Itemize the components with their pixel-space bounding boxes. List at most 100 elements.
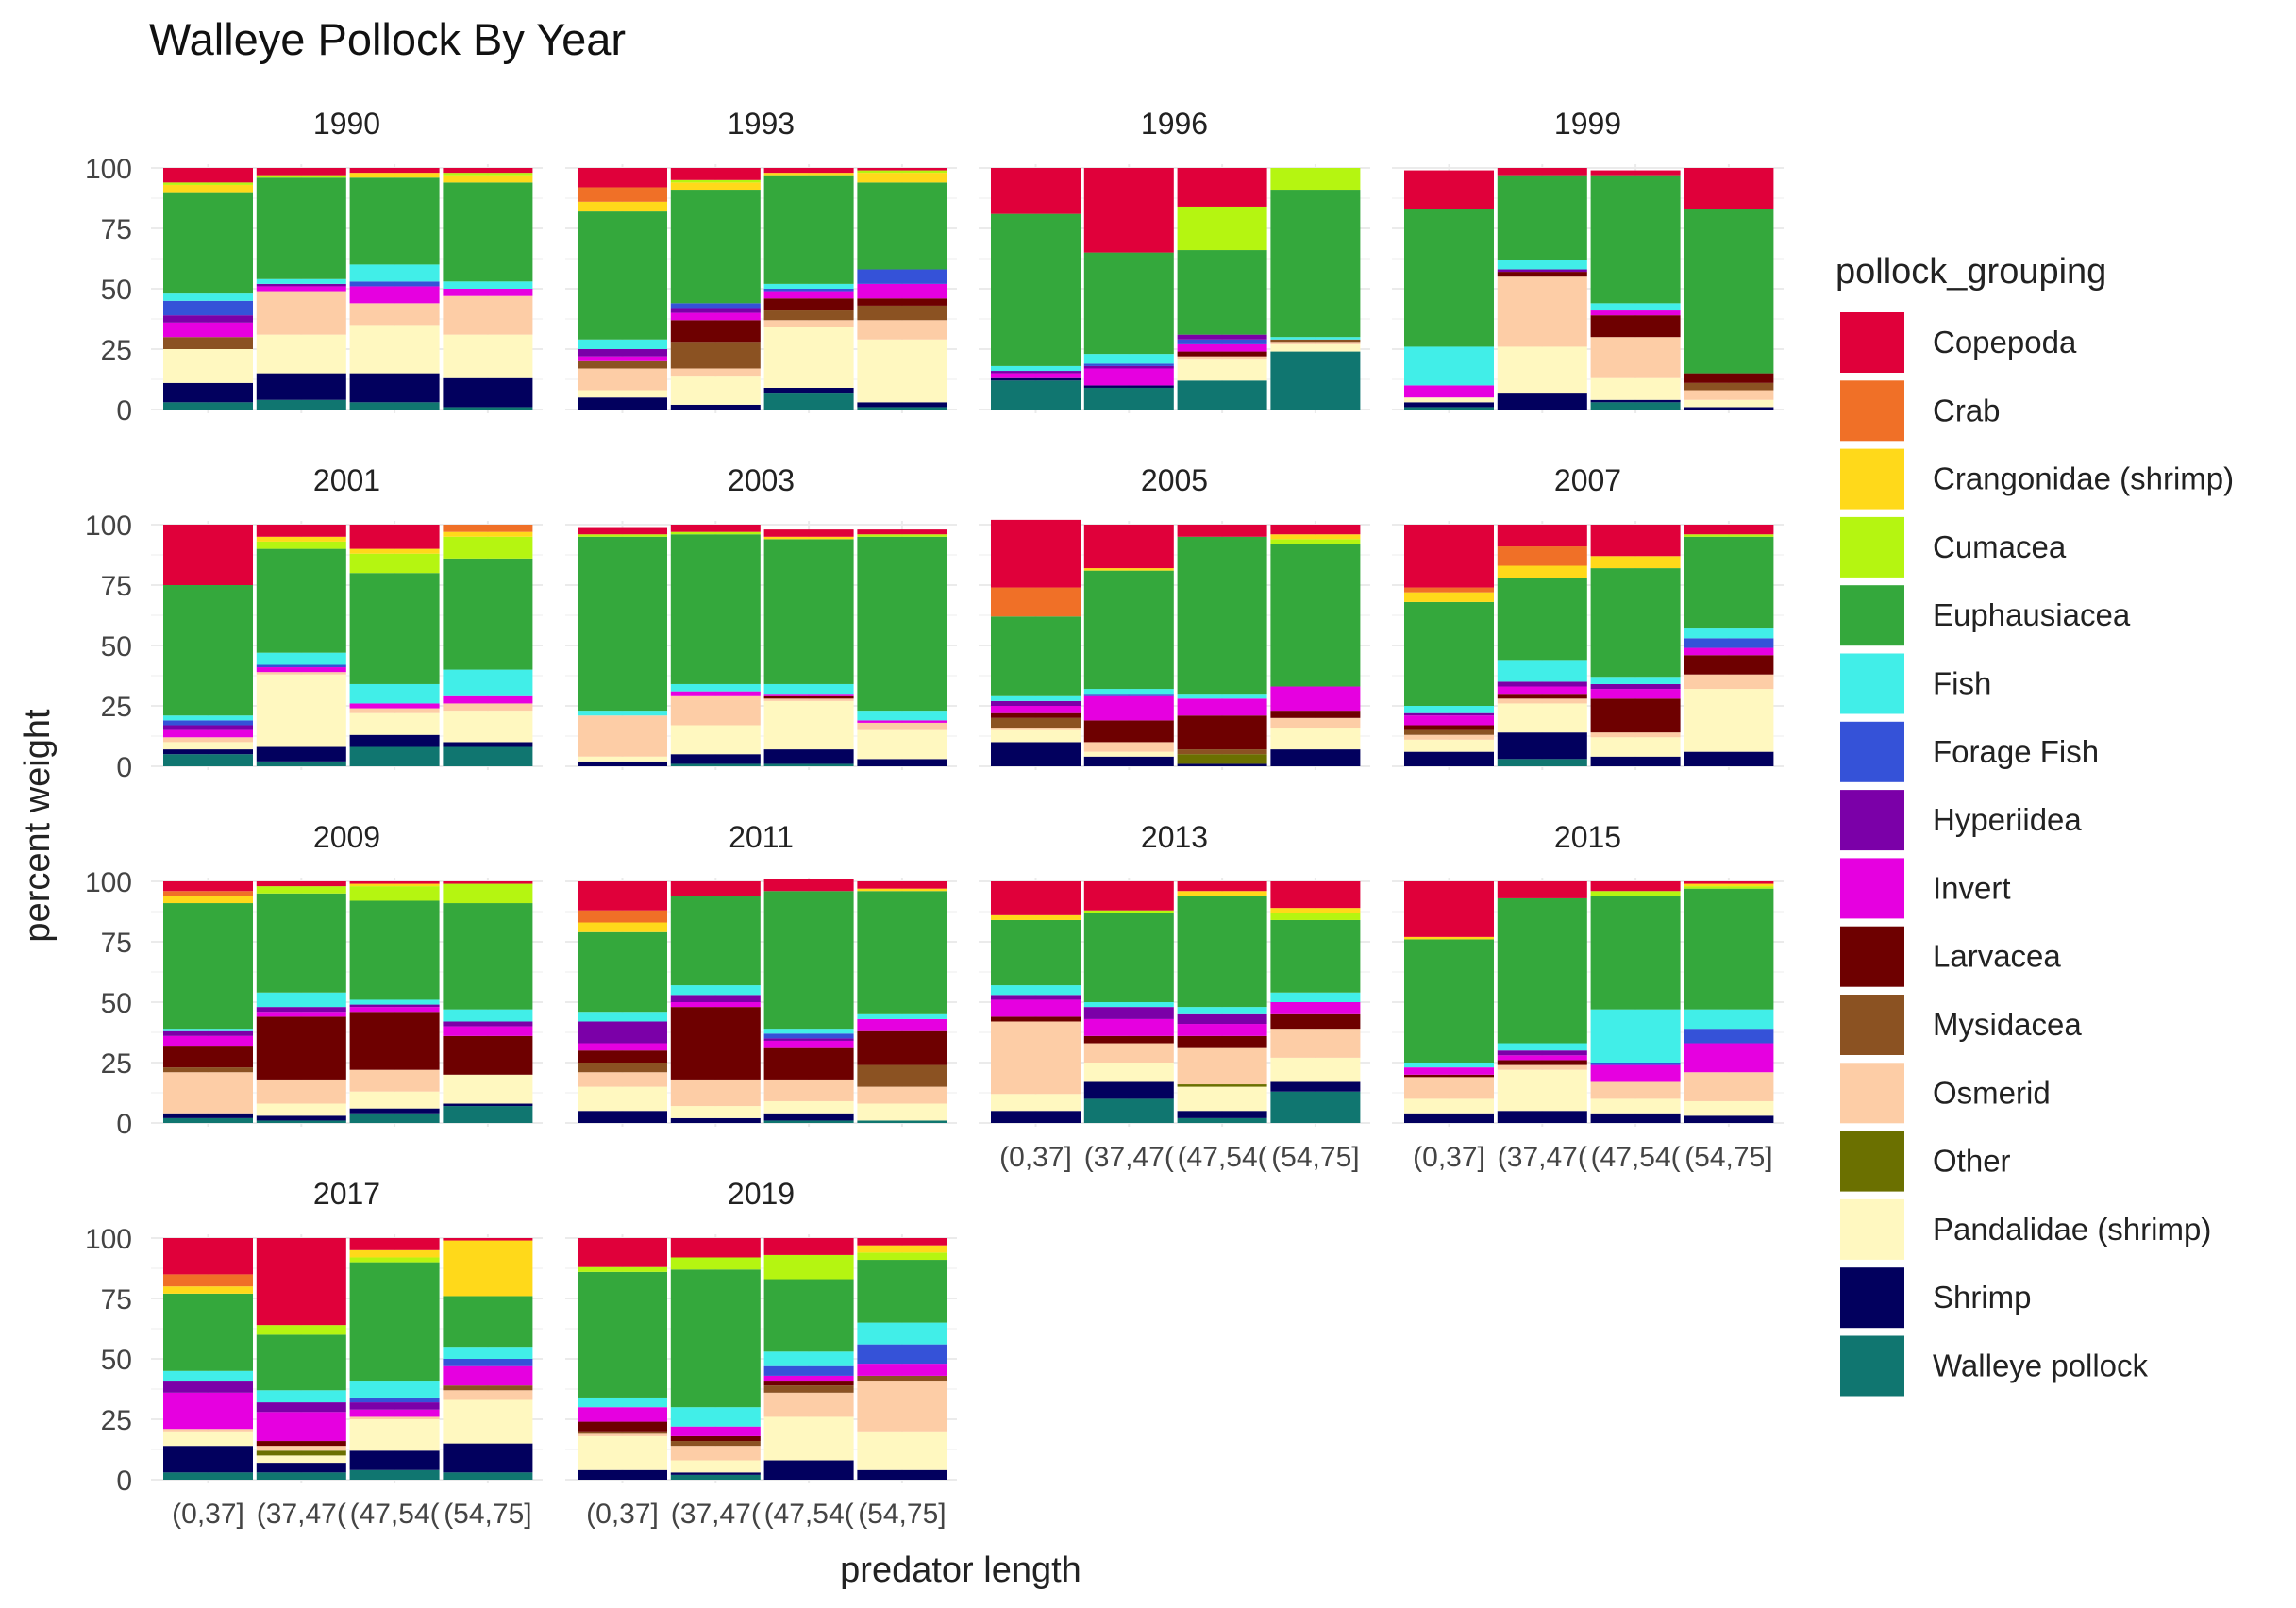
bar-segment-crangonidae-shrimp-: [857, 888, 947, 892]
bar-segment-pandalidae-shrimp-: [163, 742, 253, 750]
bar-(54,75]: [857, 881, 947, 1123]
bar-segment-mysidacea: [578, 360, 667, 369]
bar-segment-walleye-pollock: [349, 402, 440, 410]
bar-segment-cumacea: [670, 179, 761, 183]
bar-segment-shrimp: [1497, 393, 1587, 410]
facet-panel-2013: 2013 (0,37] (37,47((47,54((54,75]: [979, 820, 1370, 1173]
bar-segment-crangonidae-shrimp-: [1590, 556, 1681, 569]
bar-segment-hyperiidea: [1083, 365, 1174, 369]
bar-(37,47]: [1497, 881, 1587, 1123]
bar-segment-walleye-pollock: [163, 754, 253, 766]
bar-segment-invert: [1177, 698, 1267, 716]
bar-segment-pandalidae-shrimp-: [1270, 728, 1361, 750]
facet-panel-2009: 2009 0 25 50 75 100: [85, 820, 543, 1140]
bar-segment-fish: [256, 992, 346, 1008]
bar-segment-hyperiidea: [163, 725, 253, 730]
bar-segment-osmerid: [763, 698, 854, 701]
bar-segment-euphausiacea: [163, 585, 253, 716]
bar-segment-mysidacea: [163, 1067, 253, 1073]
bar-segment-crangonidae-shrimp-: [991, 914, 1081, 920]
bar-segment-copepoda: [1177, 881, 1267, 892]
bar-segment-copepoda: [991, 881, 1081, 915]
bar-segment-walleye-pollock: [349, 746, 440, 766]
bar-segment-walleye-pollock: [256, 1120, 346, 1123]
bar-segment-larvacea: [1404, 725, 1494, 730]
bar-segment-euphausiacea: [1177, 896, 1267, 1008]
legend-swatch: [1840, 380, 1904, 442]
bar-segment-euphausiacea: [1270, 919, 1361, 993]
bar-(54,75]: [857, 168, 947, 410]
bar-segment-hyperiidea: [163, 1030, 253, 1036]
bar-segment-shrimp: [1404, 751, 1494, 766]
legend-item: Larvacea: [1840, 926, 2061, 987]
bar-segment-pandalidae-shrimp-: [670, 376, 761, 405]
bar-segment-pandalidae-shrimp-: [578, 1086, 667, 1112]
bar-segment-fish: [763, 683, 854, 695]
bar-segment-crangonidae-shrimp-: [578, 922, 667, 932]
bar-segment-shrimp: [349, 1450, 440, 1470]
legend-item: Invert: [1840, 858, 2011, 919]
bar-segment-crangonidae-shrimp-: [443, 531, 533, 537]
bar-(47,54]: [763, 529, 854, 766]
bar-segment-crangonidae-shrimp-: [443, 1240, 533, 1297]
bar-segment-walleye-pollock: [443, 1472, 533, 1480]
bar-segment-copepoda: [857, 881, 947, 889]
bar-segment-mysidacea: [763, 1385, 854, 1393]
bar-segment-fish: [991, 365, 1081, 372]
bar-segment-copepoda: [1404, 525, 1494, 588]
bar-segment-fish: [349, 683, 440, 704]
bar-segment-copepoda: [443, 881, 533, 884]
bar-segment-pandalidae-shrimp-: [578, 1435, 667, 1470]
x-tick-label: (47,54(: [350, 1499, 440, 1530]
bar-segment-cumacea: [1270, 913, 1361, 920]
bar-segment-osmerid: [991, 728, 1081, 730]
y-tick-label: 100: [85, 1224, 132, 1255]
bar-segment-pandalidae-shrimp-: [1497, 1069, 1587, 1112]
bar-segment-cumacea: [163, 182, 253, 185]
bar-segment-euphausiacea: [763, 891, 854, 1030]
x-tick-label: (47,54(: [1178, 1142, 1267, 1173]
bar-segment-crangonidae-shrimp-: [1404, 936, 1494, 940]
facet-panel-2003: 2003: [565, 463, 957, 770]
bar-(37,47]: [670, 168, 761, 410]
bar-segment-shrimp: [763, 1460, 854, 1480]
bar-(54,75]: [1270, 168, 1361, 410]
bar-segment-copepoda: [443, 1238, 533, 1241]
bar-segment-pandalidae-shrimp-: [443, 1399, 533, 1444]
facet-panel-1999: 1999: [1392, 107, 1784, 413]
bar-segment-copepoda: [578, 881, 667, 911]
legend-label: Copepoda: [1933, 325, 2077, 360]
bar-segment-fish: [991, 985, 1081, 996]
bar-segment-larvacea: [1177, 1035, 1267, 1048]
legend-item: Euphausiacea: [1840, 585, 2131, 646]
bar-segment-osmerid: [443, 1390, 533, 1400]
bar-segment-copepoda: [163, 1238, 253, 1275]
bar-segment-osmerid: [1497, 698, 1587, 704]
bar-segment-euphausiacea: [1083, 913, 1174, 1002]
bar-segment-pandalidae-shrimp-: [163, 349, 253, 383]
bar-(47,54]: [1590, 170, 1681, 410]
bar-segment-shrimp: [443, 1443, 533, 1473]
legend-label: Shrimp: [1933, 1280, 2032, 1315]
bar-segment-crangonidae-shrimp-: [763, 173, 854, 176]
x-tick-label: (47,54(: [1591, 1142, 1681, 1173]
bar-segment-euphausiacea: [857, 182, 947, 270]
bar-(37,47]: [256, 881, 346, 1123]
bar-segment-shrimp: [1684, 1115, 1774, 1123]
bar-segment-copepoda: [578, 1238, 667, 1267]
bar-segment-copepoda: [1270, 525, 1361, 535]
facet-panels: 1990 0 25 50 75 100 1993 1996 1999 2001 0 25 50 75 100…: [85, 107, 1784, 1530]
bar-segment-invert: [1590, 1064, 1681, 1082]
bar-segment-pandalidae-shrimp-: [163, 1431, 253, 1447]
bar-(37,47]: [670, 525, 761, 766]
bar-segment-shrimp: [1684, 751, 1774, 766]
bar-segment-walleye-pollock: [763, 763, 854, 766]
bar-segment-osmerid: [443, 295, 533, 335]
bar-(0,37]: [1404, 881, 1494, 1123]
y-tick-label: 50: [101, 275, 132, 306]
bar-segment-shrimp: [578, 397, 667, 410]
bar-segment-copepoda: [349, 525, 440, 549]
bar-segment-crangonidae-shrimp-: [443, 175, 533, 183]
bar-segment-osmerid: [1404, 734, 1494, 740]
bar-segment-hyperiidea: [1083, 1007, 1174, 1019]
